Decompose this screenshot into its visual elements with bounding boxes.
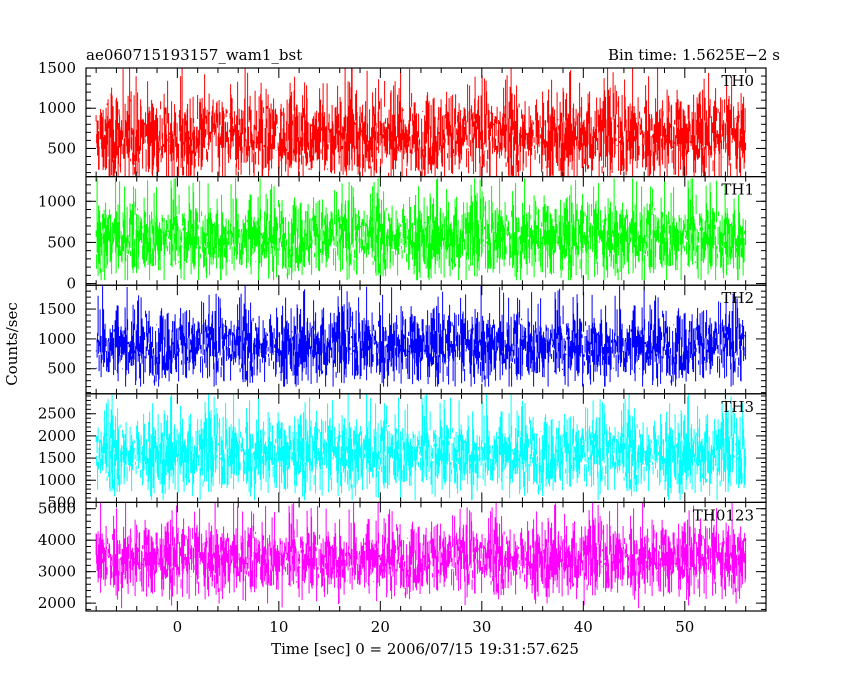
y-tick-label: 1500 (38, 59, 76, 77)
chart-title: ae060715193157_wam1_bst (86, 46, 302, 64)
y-tick-label: 4000 (38, 531, 76, 549)
series-name-th1: TH1 (721, 181, 754, 199)
series-name-th0123: TH0123 (693, 506, 754, 524)
panel-th0123: 2000 3000 4000 5000 TH0123 (38, 500, 767, 612)
x-tick-label: 20 (371, 618, 390, 636)
x-tick-label: 0 (173, 618, 183, 636)
x-axis-label: Time [sec] 0 = 2006/07/15 19:31:57.625 (271, 640, 579, 658)
series-name-th2: TH2 (721, 289, 754, 307)
y-tick-label: 1000 (38, 330, 76, 348)
y-tick-label: 1000 (38, 192, 76, 210)
panel-th3: 500 1000 1500 2000 2500 TH3 (38, 393, 767, 511)
series-th2-curve (95, 285, 747, 387)
panel-frame (85, 501, 767, 612)
y-tick-label: 3000 (38, 563, 76, 581)
panels-group: 50010001500TH005001000TH150010001500TH25… (38, 59, 767, 636)
y-tick-label: 1500 (38, 300, 76, 318)
y-tick-label: 2000 (38, 594, 76, 612)
y-tick-label: 2000 (38, 427, 76, 445)
y-axis-label: Counts/sec (3, 302, 21, 386)
x-tick-label: 50 (675, 618, 694, 636)
y-tick-label: 2500 (38, 405, 76, 423)
y-tick-label: 1500 (38, 449, 76, 467)
series-th1-curve (95, 178, 747, 281)
x-tick-label: 30 (472, 618, 491, 636)
y-tick-label: 500 (47, 360, 76, 378)
y-tick-label: 500 (47, 233, 76, 251)
series-th0123-curve (95, 502, 747, 609)
series-name-th0: TH0 (721, 72, 754, 90)
y-tick-label: 1000 (38, 471, 76, 489)
x-tick-label: 40 (574, 618, 593, 636)
y-tick-label: 5000 (38, 500, 76, 518)
series-th3-curve (95, 394, 747, 501)
y-tick-label: 1000 (38, 99, 76, 117)
chart-subtitle: Bin time: 1.5625E−2 s (608, 46, 780, 64)
series-name-th3: TH3 (721, 398, 754, 416)
panel-th0: 500 1000 1500 TH0 (38, 59, 767, 178)
series-th0-curve (95, 68, 747, 177)
panel-th1: 0 500 1000 TH1 (38, 176, 767, 293)
y-tick-label: 500 (47, 139, 76, 157)
panel-th2: 500 1000 1500 TH2 (38, 284, 767, 395)
y-tick-label: 0 (66, 275, 76, 293)
x-tick-label: 10 (269, 618, 288, 636)
y-tick-label: 500 (47, 493, 76, 511)
